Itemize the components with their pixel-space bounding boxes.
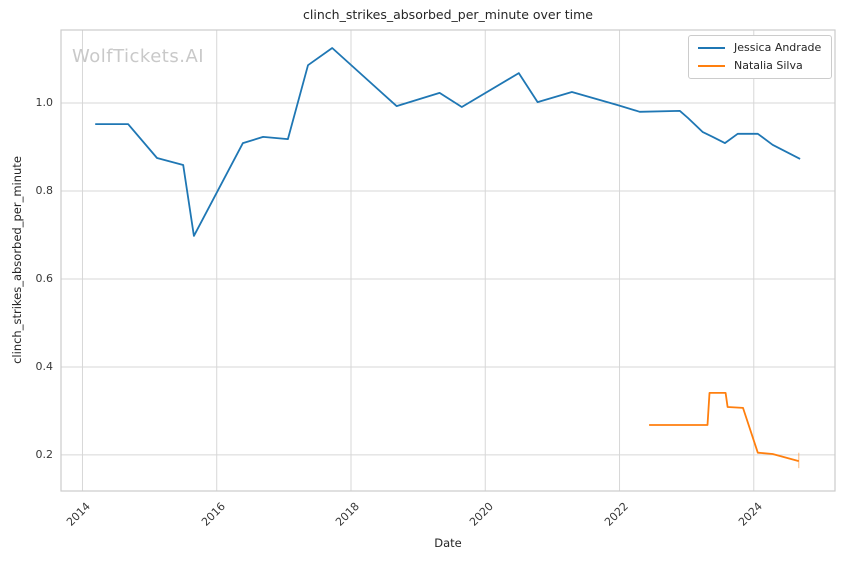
- series-line-natalia-silva: [649, 391, 800, 462]
- legend-item-natalia-silva: Natalia Silva: [698, 59, 821, 72]
- legend-label: Jessica Andrade: [734, 41, 822, 54]
- y-tick-label: 1.0: [35, 96, 54, 110]
- legend: Jessica Andrade Natalia Silva: [688, 35, 833, 79]
- x-axis-label: Date: [434, 536, 462, 550]
- legend-label: Natalia Silva: [734, 59, 803, 72]
- legend-line-swatch-orange: [698, 64, 725, 67]
- y-tick-label: 0.8: [35, 183, 54, 197]
- y-tick-label: 0.4: [35, 359, 54, 373]
- chart-title: clinch_strikes_absorbed_per_minute over …: [303, 7, 593, 22]
- series-line-jessica-andrade: [95, 47, 801, 237]
- y-tick-label: 0.2: [35, 447, 54, 461]
- watermark: WolfTickets.AI: [72, 46, 205, 67]
- legend-item-jessica-andrade: Jessica Andrade: [698, 41, 821, 54]
- legend-line-swatch-blue: [698, 46, 725, 49]
- y-tick-label: 0.6: [35, 271, 54, 285]
- plot-border: [60, 29, 836, 492]
